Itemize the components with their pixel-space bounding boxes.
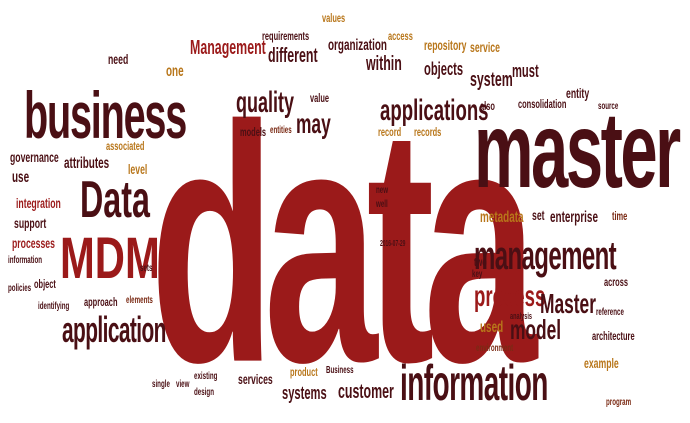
word-processes: processes bbox=[12, 235, 55, 251]
word-services: services bbox=[238, 371, 273, 387]
word-enterprise: enterprise bbox=[550, 209, 598, 226]
word-application: application bbox=[62, 309, 166, 350]
word-systems: systems bbox=[282, 383, 327, 403]
word-use: use bbox=[12, 169, 30, 186]
word-associated: associated bbox=[106, 139, 145, 153]
word-view: view bbox=[176, 379, 190, 390]
word-business: business bbox=[24, 78, 187, 152]
word-models: models bbox=[240, 125, 267, 139]
word-must: must bbox=[512, 61, 539, 81]
word-management-top: Management bbox=[190, 37, 266, 59]
word-key: key bbox=[472, 269, 483, 280]
word-information: information bbox=[400, 355, 548, 411]
word-policies: policies bbox=[8, 283, 32, 294]
word-example: example bbox=[584, 355, 619, 371]
word-process: process bbox=[474, 280, 546, 313]
word-across: across bbox=[604, 275, 628, 289]
word-elements: elements bbox=[126, 295, 153, 306]
word-one: one bbox=[166, 63, 184, 80]
word-objects: objects bbox=[424, 59, 464, 79]
word-consolidation: consolidation bbox=[518, 97, 567, 111]
word-requirements: requirements bbox=[262, 29, 310, 43]
word-governance: governance bbox=[10, 149, 59, 165]
word-time: time bbox=[612, 209, 628, 223]
word-record: record bbox=[378, 125, 402, 139]
word-mdm: MDM bbox=[60, 226, 160, 291]
word-source: source bbox=[598, 101, 619, 112]
word-within: within bbox=[366, 53, 402, 75]
word-program: program bbox=[606, 397, 632, 408]
word-values: values bbox=[322, 11, 346, 25]
word-may: may bbox=[296, 108, 331, 139]
word-set: set bbox=[532, 207, 545, 223]
word-quality: quality bbox=[236, 86, 295, 119]
word-entity: entity bbox=[566, 85, 590, 101]
word-model: model bbox=[510, 314, 562, 345]
word-master: master bbox=[474, 89, 681, 210]
word-data: data bbox=[150, 55, 537, 423]
word-value: value bbox=[310, 91, 330, 105]
word-architecture: architecture bbox=[592, 329, 635, 343]
word-integration: integration bbox=[16, 195, 61, 211]
word-existing: existing bbox=[194, 371, 218, 382]
word-object: object bbox=[34, 277, 56, 291]
word-applications: applications bbox=[380, 94, 489, 127]
word-used: used bbox=[480, 319, 504, 336]
word-need: need bbox=[108, 51, 129, 67]
word-master-small: Master bbox=[540, 288, 596, 319]
word-identifying: identifying bbox=[38, 301, 70, 312]
word-customer: customer bbox=[338, 381, 394, 403]
word-environment: environment bbox=[476, 343, 514, 354]
word-organization: organization bbox=[328, 37, 387, 54]
word-service: service bbox=[470, 39, 500, 55]
word-approach: approach bbox=[84, 295, 118, 309]
word-repository: repository bbox=[424, 37, 467, 53]
word-design: design bbox=[194, 387, 214, 398]
word-information-small: information bbox=[8, 255, 43, 266]
word-metadata: metadata bbox=[480, 209, 524, 226]
word-system: system bbox=[470, 69, 513, 91]
word-management: management bbox=[474, 234, 617, 278]
word-also: also bbox=[480, 99, 495, 113]
word-analysis: analysis bbox=[510, 311, 533, 321]
word-product: product bbox=[290, 365, 318, 379]
word-different: different bbox=[268, 45, 318, 67]
word-access: access bbox=[388, 29, 413, 43]
word-data-small: Data bbox=[80, 171, 150, 229]
word-level: level bbox=[128, 161, 148, 177]
word-sets: sets bbox=[140, 263, 153, 274]
word-business-small: Business bbox=[326, 365, 354, 376]
word-records: records bbox=[414, 125, 442, 139]
word-new: new bbox=[376, 185, 389, 196]
word-support: support bbox=[14, 215, 47, 231]
date-text: 2016-07-29 bbox=[380, 239, 406, 248]
word-two: two bbox=[474, 255, 487, 269]
word-attributes: attributes bbox=[64, 155, 110, 172]
word-single: single bbox=[152, 379, 170, 390]
word-well: well bbox=[376, 199, 388, 210]
word-reference: reference bbox=[596, 307, 624, 318]
word-entities: entities bbox=[270, 125, 292, 136]
